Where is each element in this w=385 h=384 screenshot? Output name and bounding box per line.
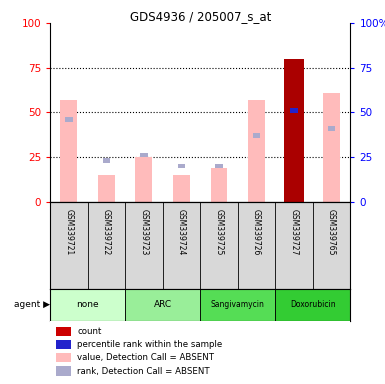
Bar — [65, 117, 73, 122]
Bar — [284, 59, 305, 202]
Bar — [136, 157, 152, 202]
Bar — [56, 340, 71, 349]
Text: agent ▶: agent ▶ — [14, 300, 50, 309]
Text: GSM339724: GSM339724 — [177, 209, 186, 255]
Text: ARC: ARC — [154, 300, 172, 309]
Bar — [140, 153, 148, 157]
Text: count: count — [77, 327, 102, 336]
Text: GSM339723: GSM339723 — [139, 209, 148, 255]
Text: none: none — [76, 300, 99, 309]
Bar — [50, 289, 125, 321]
Bar — [56, 353, 71, 362]
Bar — [56, 326, 71, 336]
Text: percentile rank within the sample: percentile rank within the sample — [77, 340, 222, 349]
Bar — [103, 158, 110, 163]
Bar — [56, 366, 71, 376]
Bar — [290, 108, 298, 113]
Text: GSM339765: GSM339765 — [327, 209, 336, 255]
Bar — [211, 168, 228, 202]
Bar — [60, 100, 77, 202]
Bar — [173, 175, 190, 202]
Bar — [125, 289, 200, 321]
Text: value, Detection Call = ABSENT: value, Detection Call = ABSENT — [77, 353, 214, 362]
Bar — [323, 93, 340, 202]
Bar — [98, 175, 115, 202]
Bar — [328, 126, 335, 131]
Text: GSM339725: GSM339725 — [214, 209, 223, 255]
Text: Doxorubicin: Doxorubicin — [290, 300, 336, 309]
Text: rank, Detection Call = ABSENT: rank, Detection Call = ABSENT — [77, 367, 210, 376]
Bar — [275, 289, 350, 321]
Bar — [200, 289, 275, 321]
Bar — [253, 133, 260, 138]
Text: GSM339721: GSM339721 — [64, 209, 73, 255]
Text: GSM339727: GSM339727 — [290, 209, 298, 255]
Title: GDS4936 / 205007_s_at: GDS4936 / 205007_s_at — [129, 10, 271, 23]
Text: GSM339726: GSM339726 — [252, 209, 261, 255]
Bar — [178, 164, 185, 168]
Text: GSM339722: GSM339722 — [102, 209, 111, 255]
Bar — [215, 164, 223, 168]
Bar — [248, 100, 265, 202]
Text: Sangivamycin: Sangivamycin — [211, 300, 264, 309]
